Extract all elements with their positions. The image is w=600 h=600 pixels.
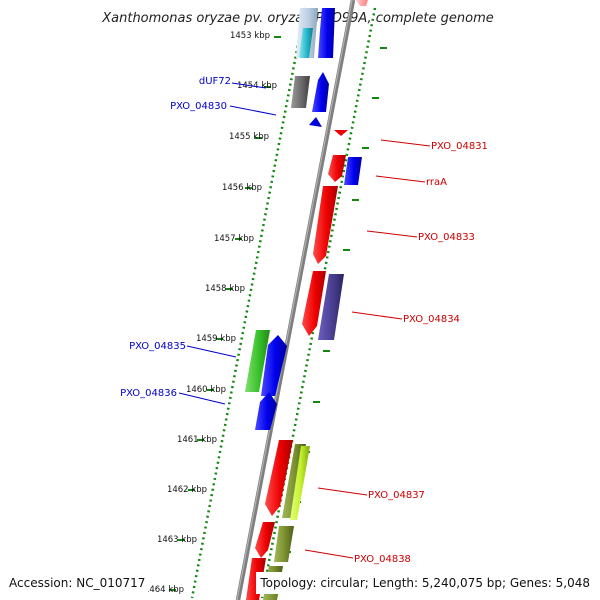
tick-label: 1461 kbp	[177, 435, 217, 445]
gene-arrow-red-1456[interactable]	[328, 155, 346, 182]
topology-text: Topology: circular; Length: 5,240,075 bp…	[259, 576, 590, 590]
tick-label: 1464 kbp	[144, 585, 184, 595]
tick-labels: 1453 kbp 1454 kbp 1455 kbp 1456 kbp 1457…	[144, 31, 277, 595]
gene-arrow-pxo-04838[interactable]	[274, 526, 294, 562]
gene-label-pxo-04830[interactable]: PXO_04830	[170, 101, 227, 112]
gene-labels: dUF72 PXO_04830 PXO_04831 rraA PXO_04833…	[120, 76, 488, 565]
gene-arrow-pxo-04834-red[interactable]	[302, 271, 326, 336]
tick-label: 1454 kbp	[237, 81, 277, 91]
footer-right-bg	[256, 572, 596, 594]
gene-label-pxo-04837[interactable]: PXO_04837	[368, 490, 425, 501]
gene-arrow-pxo-04836[interactable]	[255, 392, 277, 430]
map-title: Xanthomonas oryzae pv. oryzae PXO99A, co…	[101, 11, 494, 26]
tick-label: 1458 kbp	[205, 284, 245, 294]
gene-label-pxo-04838[interactable]: PXO_04838	[354, 554, 411, 565]
gene-arrow-blue-1453[interactable]	[318, 8, 335, 58]
gene-label-rraa[interactable]: rraA	[426, 177, 447, 188]
gene-arrow-top-partial[interactable]	[356, 0, 368, 6]
footer-left-bg	[4, 572, 148, 594]
label-leaders	[178, 82, 431, 559]
tick-label: 1462 kbp	[167, 485, 207, 495]
genome-backbone	[235, 0, 356, 600]
gene-label-pxo-04833[interactable]: PXO_04833	[418, 232, 475, 243]
gene-arrow-pxo-04833[interactable]	[313, 186, 338, 264]
tick-label: 1455 kbp	[229, 132, 269, 142]
gene-arrow-cyan-1453[interactable]	[299, 28, 313, 58]
tick-label: 1459 kbp	[196, 334, 236, 344]
accession-text: Accession: NC_010717	[9, 576, 145, 590]
tick-label: 1460 kbp	[186, 385, 226, 395]
gene-arrow-pxo-04835-green[interactable]	[245, 330, 270, 392]
tick-label: 1457 kbp	[214, 234, 254, 244]
gene-arrow-pxo-04831[interactable]	[334, 130, 348, 136]
genome-backbone-highlight	[236, 0, 353, 600]
gene-arrow-pxo-04830-small[interactable]	[309, 117, 322, 127]
tick-label: 1456 kbp	[222, 183, 262, 193]
gene-arrow-pxo-04835[interactable]	[261, 335, 287, 396]
gene-label-duf72[interactable]: dUF72	[199, 76, 231, 87]
tick-label: 1463 kbp	[157, 535, 197, 545]
gene-label-pxo-04836[interactable]: PXO_04836	[120, 388, 177, 399]
gene-arrow-rraa[interactable]	[344, 157, 362, 185]
inner-ruler-line	[190, 7, 307, 599]
gene-label-pxo-04831[interactable]: PXO_04831	[431, 141, 488, 152]
gene-label-pxo-04834[interactable]: PXO_04834	[403, 314, 460, 325]
gene-arrow-duf72[interactable]	[291, 76, 310, 108]
gene-label-pxo-04835[interactable]: PXO_04835	[129, 341, 186, 352]
tick-label: 1453 kbp	[230, 31, 270, 41]
gene-arrow-pxo-04837[interactable]	[290, 446, 310, 520]
inner-ruler-ticks	[169, 36, 281, 591]
gene-arrow-pxo-04830[interactable]	[312, 72, 329, 112]
gene-arrow-pxo-04838-red[interactable]	[255, 522, 275, 558]
gene-arrow-pxo-04837-red[interactable]	[265, 440, 293, 516]
gene-arrow-pxo-04834[interactable]	[318, 274, 344, 340]
